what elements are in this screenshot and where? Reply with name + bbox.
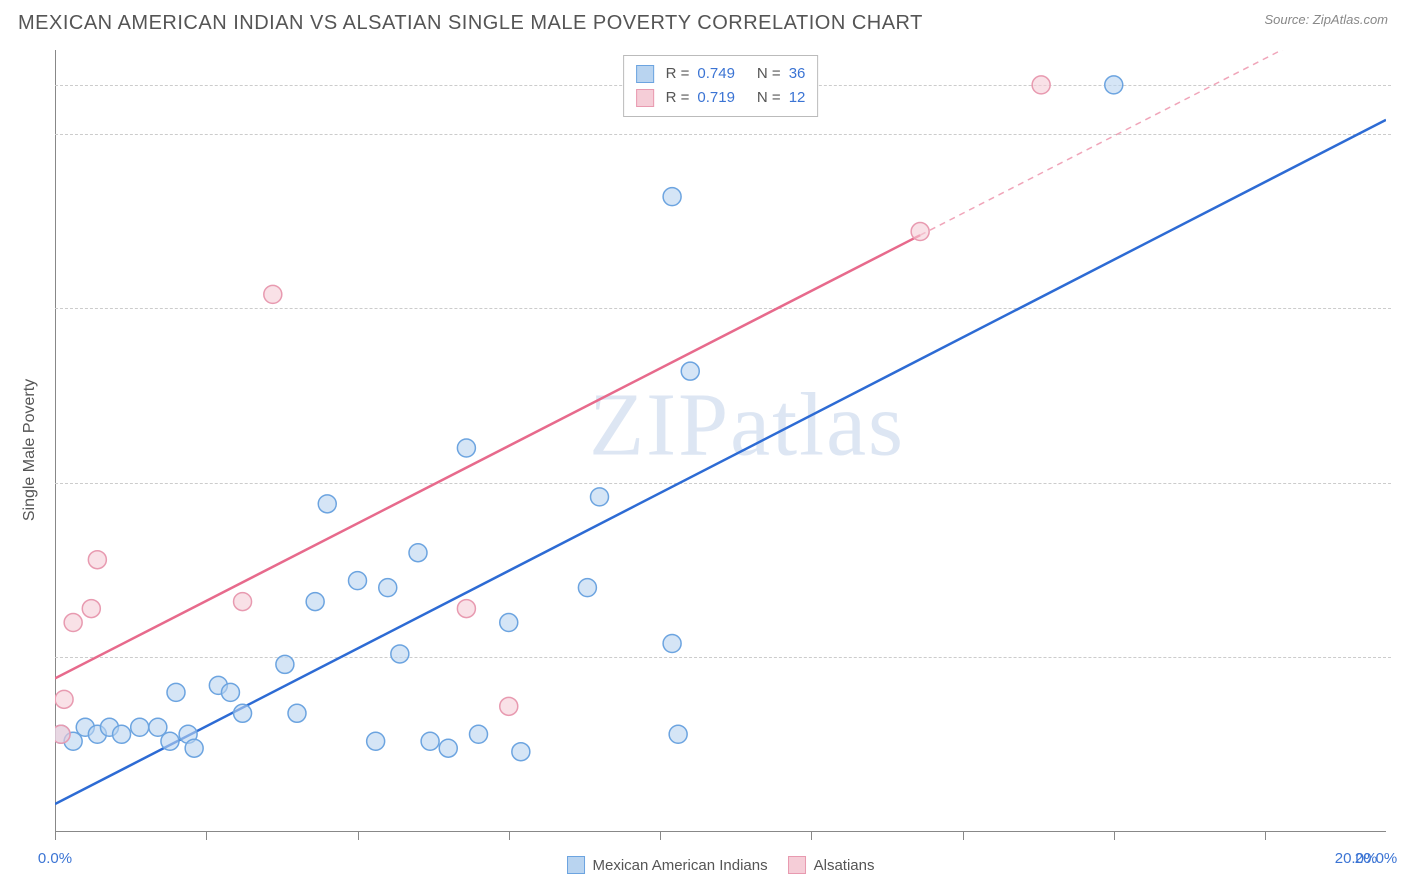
legend-row: R = 0.749 N = 36 bbox=[636, 62, 806, 86]
source-attribution: Source: ZipAtlas.com bbox=[1264, 12, 1388, 27]
legend-swatch bbox=[636, 89, 654, 107]
legend-swatch bbox=[567, 856, 585, 874]
x-tick bbox=[509, 832, 510, 840]
n-label: N = bbox=[757, 62, 781, 86]
legend-item: Alsatians bbox=[788, 856, 875, 874]
x-tick bbox=[1114, 832, 1115, 840]
n-value: 36 bbox=[789, 62, 806, 86]
legend-label: Mexican American Indians bbox=[593, 857, 768, 874]
n-label: N = bbox=[757, 86, 781, 110]
chart-container: ZIPatlas 25.0%50.0%75.0%100.0% 0.0%20.0%… bbox=[55, 50, 1386, 832]
legend-swatch bbox=[788, 856, 806, 874]
series-legend: Mexican American Indians Alsatians bbox=[567, 856, 875, 874]
scatter-plot-svg bbox=[55, 50, 1386, 832]
x-tick-label: 0.0% bbox=[38, 850, 72, 867]
y-axis-label: Single Male Poverty bbox=[21, 379, 39, 521]
plot-area: ZIPatlas 25.0%50.0%75.0%100.0% 0.0%20.0%… bbox=[55, 50, 1386, 832]
legend-swatch bbox=[636, 65, 654, 83]
x-tick bbox=[963, 832, 964, 840]
correlation-legend: R = 0.749 N = 36 R = 0.719 N = 12 bbox=[623, 55, 819, 117]
r-label: R = bbox=[666, 62, 690, 86]
x-tick bbox=[660, 832, 661, 840]
n-value: 12 bbox=[789, 86, 806, 110]
legend-row: R = 0.719 N = 12 bbox=[636, 86, 806, 110]
r-label: R = bbox=[666, 86, 690, 110]
x-tick-label: 20.0% bbox=[1335, 850, 1378, 867]
r-value: 0.749 bbox=[697, 62, 735, 86]
legend-item: Mexican American Indians bbox=[567, 856, 768, 874]
x-tick bbox=[55, 832, 56, 840]
chart-title: MEXICAN AMERICAN INDIAN VS ALSATIAN SING… bbox=[18, 12, 923, 35]
legend-label: Alsatians bbox=[814, 857, 875, 874]
r-value: 0.719 bbox=[697, 86, 735, 110]
x-tick bbox=[1265, 832, 1266, 840]
x-tick bbox=[811, 832, 812, 840]
x-tick bbox=[358, 832, 359, 840]
x-tick bbox=[206, 832, 207, 840]
